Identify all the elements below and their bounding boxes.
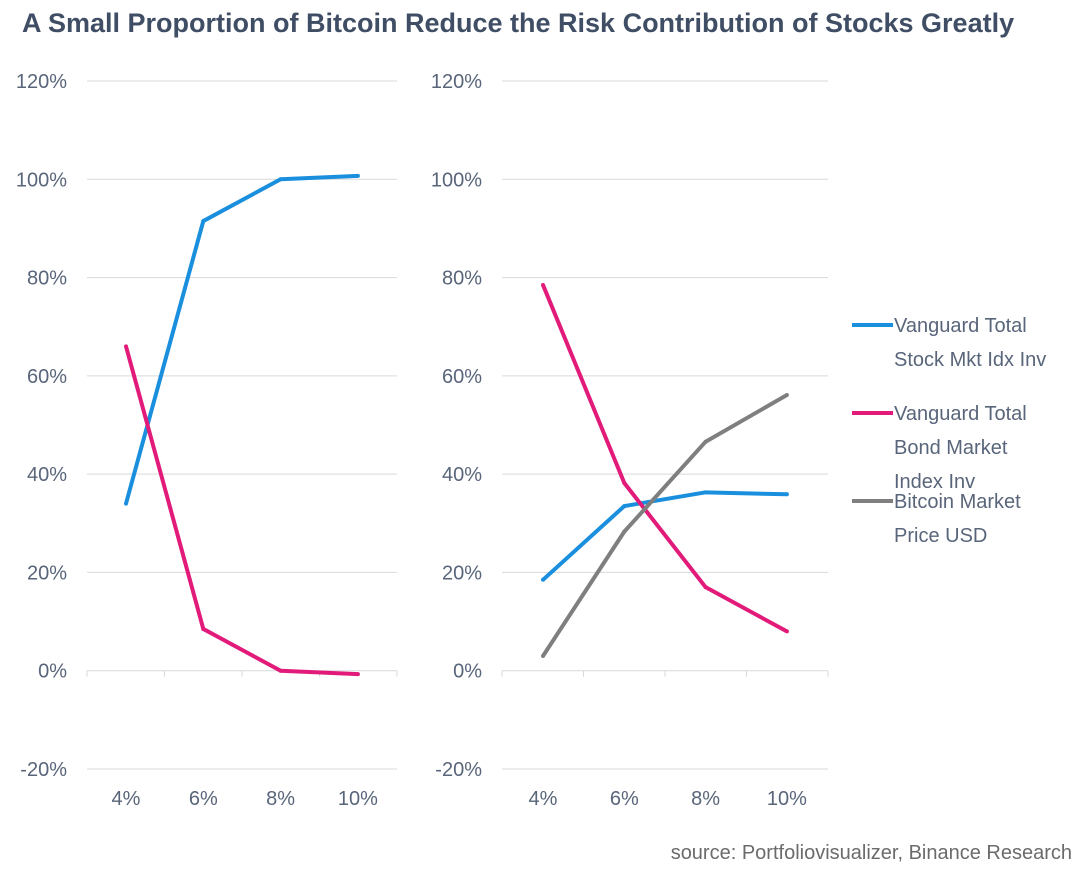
x-tick-label-1-0: 4% [112, 788, 141, 810]
legend-label-2-1: Vanguard Total [894, 403, 1027, 425]
data-point-2-3-2 [703, 439, 708, 444]
y-tick-label-1-4: 60% [27, 366, 67, 388]
legend-label-3-1: Bitcoin Market [894, 491, 1021, 513]
x-tick-label-2-3: 10% [767, 788, 807, 810]
series-line-1-2 [124, 345, 358, 677]
y-tick-label-2-1: 0% [453, 661, 482, 683]
y-tick-label-1-5: 80% [27, 268, 67, 290]
y-tick-label-2-3: 40% [442, 464, 482, 486]
x-tick-label-1-2: 8% [266, 788, 295, 810]
data-point-2-1-1 [622, 504, 627, 509]
data-point-1-2-0 [124, 344, 128, 349]
x-tick-label-2-1: 6% [610, 788, 639, 810]
x-tick-label-1-1: 6% [189, 788, 218, 810]
source-note: source: Portfoliovisualizer, Binance Res… [670, 842, 1072, 864]
series-line-2-3 [541, 393, 788, 658]
legend-label-3-2: Price USD [894, 525, 987, 547]
y-tick-label-1-0: -20% [20, 759, 67, 781]
y-tick-label-2-0: -20% [435, 759, 482, 781]
y-tick-label-2-5: 80% [442, 268, 482, 290]
legend-label-2-3: Index Inv [894, 471, 975, 493]
y-tick-label-1-7: 120% [16, 71, 67, 93]
data-point-2-1-2 [703, 490, 708, 495]
data-point-2-2-3 [784, 629, 789, 634]
chart-title: A Small Proportion of Bitcoin Reduce the… [22, 8, 1015, 38]
y-tick-label-1-1: 0% [38, 661, 67, 683]
y-tick-label-2-6: 100% [431, 169, 482, 191]
x-tick-label-1-3: 10% [338, 788, 378, 810]
data-point-1-2-3 [355, 672, 360, 677]
data-point-2-1-0 [541, 577, 545, 582]
x-tick-label-2-0: 4% [529, 788, 558, 810]
legend-label-2-2: Bond Market [894, 437, 1008, 459]
data-point-2-2-2 [703, 585, 708, 590]
series-line-2-2 [541, 284, 788, 634]
data-point-1-1-2 [278, 177, 283, 182]
data-point-2-3-0 [541, 653, 545, 658]
x-tick-label-2-2: 8% [691, 788, 720, 810]
data-point-2-2-1 [622, 480, 627, 485]
data-point-2-2-0 [541, 282, 545, 287]
y-tick-label-1-2: 20% [27, 562, 67, 584]
series-line-2-1 [541, 490, 787, 582]
series-line-1-1 [124, 173, 358, 505]
data-point-2-3-1 [622, 529, 627, 534]
data-point-2-1-3 [784, 492, 789, 497]
y-tick-label-2-7: 120% [431, 71, 482, 93]
y-tick-label-2-2: 20% [442, 562, 482, 584]
legend-label-1-2: Stock Mkt Idx Inv [894, 349, 1046, 371]
data-point-1-1-0 [124, 501, 128, 506]
y-tick-label-1-3: 40% [27, 464, 67, 486]
data-point-1-1-1 [201, 219, 206, 224]
y-tick-label-2-4: 60% [442, 366, 482, 388]
data-point-1-1-3 [355, 173, 360, 178]
data-point-1-2-1 [201, 626, 206, 631]
y-tick-label-1-6: 100% [16, 169, 67, 191]
data-point-2-3-3 [784, 393, 789, 398]
data-point-1-2-2 [278, 668, 283, 673]
legend-label-1-1: Vanguard Total [894, 315, 1027, 337]
